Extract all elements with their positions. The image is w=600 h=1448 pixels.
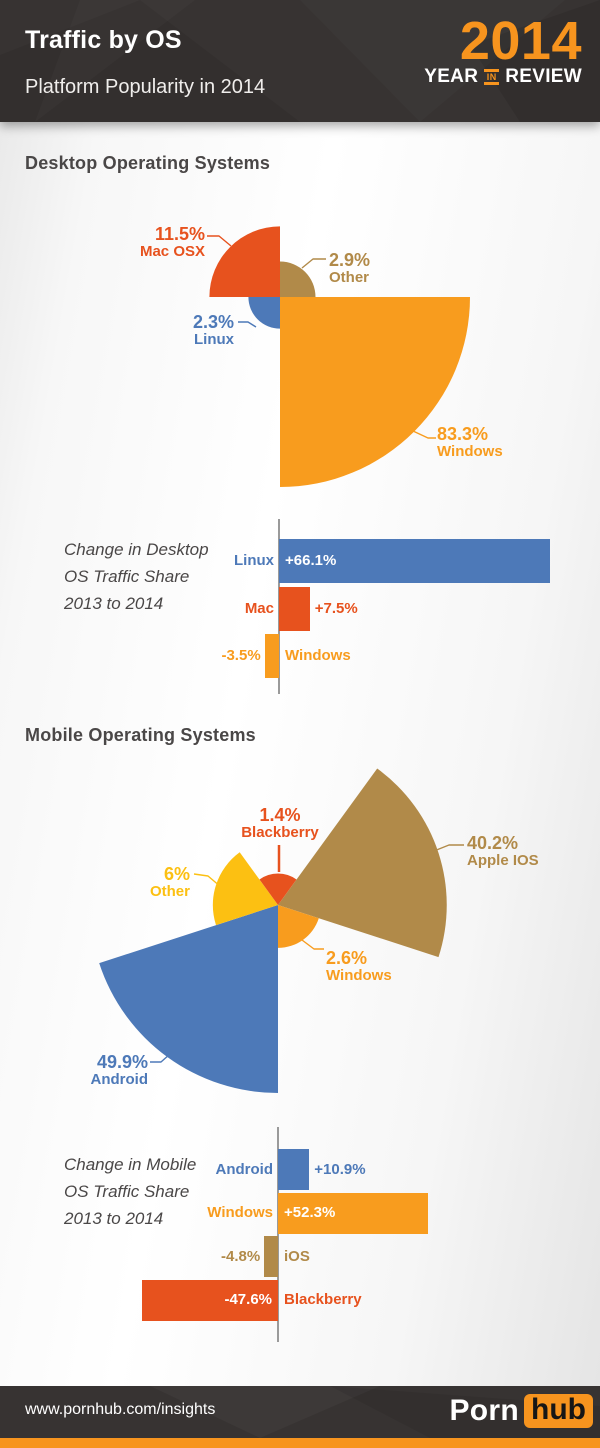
mobile-os-share-slice-other	[212, 852, 278, 926]
footer: www.pornhub.com/insights Porn hub	[0, 1386, 600, 1438]
badge-year: 2014	[459, 11, 582, 71]
mobile-os-change-value-blackberry: -47.6%	[224, 1291, 272, 1308]
slice-name: Windows	[326, 967, 392, 984]
caption-line: 2013 to 2014	[64, 1209, 164, 1228]
badge-word-in: IN	[486, 71, 497, 82]
mobile-os-change-bar-windows	[278, 1192, 428, 1234]
desktop-os-change-value-windows: -3.5%	[221, 647, 261, 664]
mobile-os-share-label-android: 49.9% Android	[91, 1053, 149, 1088]
slice-name: Other	[149, 883, 190, 900]
mobile-os-change-bar-android	[278, 1149, 310, 1190]
page-subtitle: Platform Popularity in 2014	[25, 76, 266, 98]
desktop-os-change-value-linux: +66.1%	[285, 552, 337, 569]
slice-name: Other	[329, 269, 370, 286]
desktop-os-change-name-windows: Windows	[285, 647, 351, 664]
badge-in-bar-top	[484, 68, 500, 72]
badge-word-year: YEAR	[424, 66, 479, 87]
badge-in-block: IN	[483, 68, 500, 85]
slice-percent: 1.4%	[259, 805, 301, 825]
mobile-os-change-bar-ios	[264, 1236, 278, 1277]
slice-name: Android	[90, 1071, 149, 1088]
mobile-os-change-value-windows: +52.3%	[284, 1204, 336, 1221]
page-title: Traffic by OS	[25, 26, 182, 54]
mobile-os-share-connector-windows	[301, 939, 324, 950]
caption-line: Change in Desktop	[64, 540, 209, 559]
mobile-os-share-label-windows: 2.6% Windows	[326, 949, 392, 984]
desktop-os-share-chart	[207, 226, 470, 487]
desktop-change-caption: Change in Desktop OS Traffic Share 2013 …	[64, 536, 209, 617]
header: Traffic by OS Platform Popularity in 201…	[0, 0, 600, 122]
slice-percent: 83.3%	[437, 424, 489, 444]
desktop-os-share-connector-mac-osx	[207, 235, 232, 247]
pornhub-logo: Porn hub	[449, 1394, 593, 1428]
slice-percent: 11.5%	[154, 224, 205, 244]
caption-line: Change in Mobile	[64, 1155, 197, 1174]
slice-percent: 6%	[163, 864, 190, 884]
mobile-os-share-connector-other	[193, 873, 222, 888]
mobile-os-share-connector-apple-ios	[433, 844, 464, 852]
footer-accent-strip	[0, 1438, 600, 1448]
desktop-os-share-connector-windows	[412, 430, 436, 439]
pornhub-logo-porn: Porn	[449, 1394, 520, 1427]
desktop-os-change-name-linux: Linux	[234, 552, 274, 569]
mobile-os-change-name-android: Android	[215, 1160, 274, 1178]
mobile-os-share-chart	[99, 768, 464, 1093]
slice-percent: 40.2%	[467, 833, 519, 853]
pornhub-logo-hub: hub	[524, 1394, 593, 1428]
caption-line: 2013 to 2014	[64, 594, 164, 613]
mobile-os-share-label-apple-ios: 40.2% Apple IOS	[467, 834, 539, 869]
desktop-os-share-slice-windows	[280, 297, 470, 487]
mobile-os-share-slice-apple-ios	[278, 768, 447, 958]
desktop-os-share-slice-linux	[248, 297, 280, 329]
slice-percent: 2.9%	[329, 250, 371, 270]
mobile-os-change-name-blackberry: Blackberry	[284, 1291, 362, 1308]
badge-in-bar-bottom	[484, 81, 500, 85]
mobile-os-share-connector-android	[150, 1053, 171, 1063]
desktop-os-share-connector-other	[301, 258, 326, 269]
insights-url: www.pornhub.com/insights	[25, 1401, 216, 1418]
mobile-os-share-slice-windows	[278, 905, 319, 948]
section-heading-desktop: Desktop Operating Systems	[25, 153, 271, 173]
mobile-os-change-bar-blackberry	[141, 1279, 278, 1321]
slice-percent: 2.6%	[326, 948, 368, 968]
mobile-change-caption: Change in Mobile OS Traffic Share 2013 t…	[64, 1151, 196, 1232]
mobile-os-change-value-android: +10.9%	[314, 1160, 366, 1178]
year-in-review-logo: 2014 YEAR IN REVIEW	[424, 11, 582, 86]
mobile-os-share-label-blackberry: 1.4% Blackberry	[205, 806, 355, 841]
desktop-os-change-bar-linux	[279, 539, 550, 583]
mobile-os-change-name-windows: Windows	[207, 1204, 273, 1221]
slice-percent: 49.9%	[96, 1052, 148, 1072]
desktop-os-change-bar-windows	[264, 634, 279, 678]
desktop-os-share-connector-linux	[238, 321, 257, 328]
mobile-os-share-slice-blackberry	[259, 873, 297, 905]
mobile-os-change-value-ios: -4.8%	[221, 1247, 261, 1265]
slice-name: Linux	[194, 331, 234, 348]
header-facet-pattern	[0, 0, 600, 122]
desktop-os-change-name-mac: Mac	[244, 599, 274, 617]
slice-name: Windows	[437, 443, 503, 460]
desktop-os-share-label-mac-osx: 11.5% Mac OSX	[140, 225, 205, 260]
badge-word-review: REVIEW	[505, 66, 582, 87]
mobile-os-change-axis	[277, 1127, 279, 1342]
slice-percent: 2.3%	[192, 312, 234, 332]
slice-name: Mac OSX	[139, 243, 205, 260]
desktop-os-change-bar-mac	[279, 586, 310, 631]
desktop-os-share-slice-mac-osx	[209, 226, 280, 297]
desktop-os-share-slice-other	[280, 261, 316, 297]
desktop-os-share-label-windows: 83.3% Windows	[437, 425, 503, 460]
slice-name: Blackberry	[241, 824, 319, 841]
mobile-os-share-label-other: 6% Other	[150, 865, 190, 900]
desktop-os-share-label-linux: 2.3% Linux	[193, 313, 234, 348]
mobile-os-share-slice-android	[99, 905, 278, 1093]
badge-tagline: YEAR IN REVIEW	[424, 67, 582, 86]
caption-line: OS Traffic Share	[64, 567, 190, 586]
desktop-os-share-label-other: 2.9% Other	[329, 251, 370, 286]
caption-line: OS Traffic Share	[64, 1182, 190, 1201]
mobile-os-change-name-ios: iOS	[284, 1247, 310, 1265]
section-heading-mobile: Mobile Operating Systems	[25, 725, 256, 745]
slice-name: Apple IOS	[467, 852, 539, 869]
desktop-os-change-value-mac: +7.5%	[314, 599, 358, 617]
